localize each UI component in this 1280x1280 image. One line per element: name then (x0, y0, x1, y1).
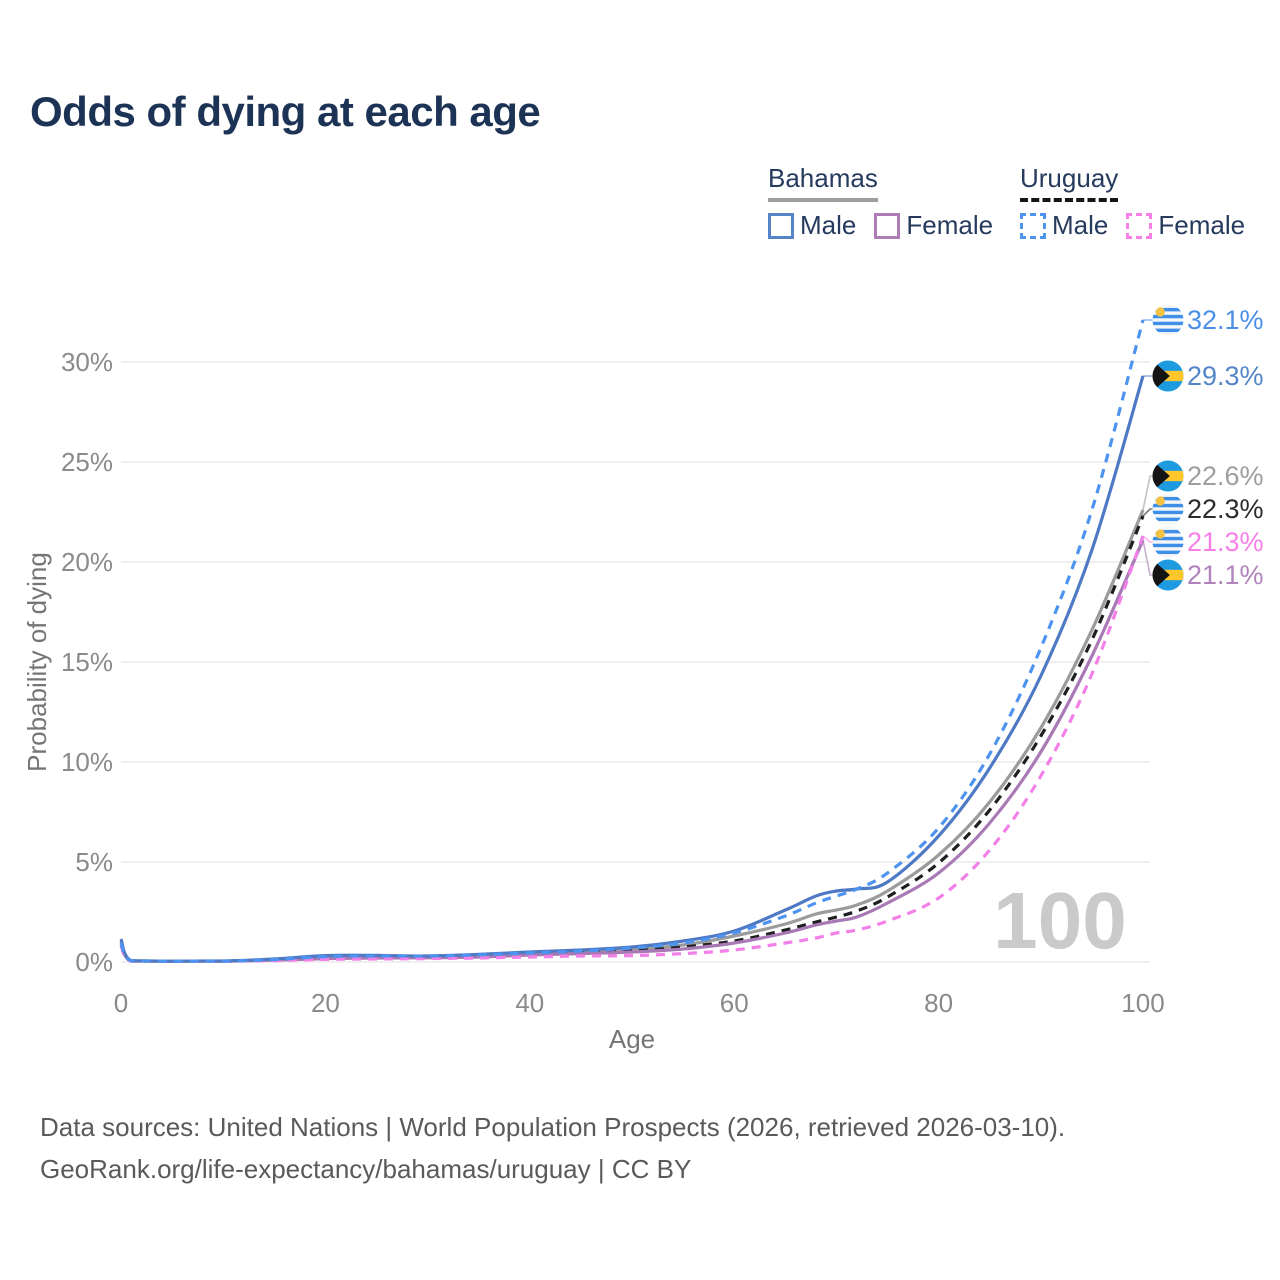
x-axis-tick-label: 40 (515, 988, 544, 1018)
end-label-connector (1142, 508, 1154, 517)
y-axis-tick-label: 20% (61, 547, 113, 577)
end-label-connector (1142, 539, 1154, 576)
legend-toggle-uruguay-male[interactable]: Male (1020, 210, 1108, 241)
legend-toggle-bahamas-male[interactable]: Male (768, 210, 856, 241)
legend-swatch-icon (768, 212, 794, 239)
end-label-uruguay-total: 22.3% (1187, 494, 1264, 524)
series-line-uruguay-female[interactable] (119, 535, 1145, 964)
legend-country-uruguay: Uruguay (1020, 163, 1119, 202)
end-label-connector (1142, 535, 1154, 543)
end-label-bahamas-female: 21.1% (1187, 560, 1264, 590)
bahamas-flag-icon (1152, 559, 1184, 591)
y-axis-tick-label: 25% (61, 447, 113, 477)
end-label-bahamas-total: 22.6% (1187, 461, 1264, 491)
age-watermark: 100 (993, 876, 1126, 965)
y-axis-tick-label: 10% (61, 747, 113, 777)
series-line-bahamas-male[interactable] (119, 375, 1145, 963)
uruguay-flag-icon (1152, 304, 1184, 336)
y-axis-tick-label: 0% (75, 947, 113, 977)
footer-attribution-line: GeoRank.org/life-expectancy/bahamas/urug… (40, 1154, 692, 1184)
x-axis-tick-label: 80 (924, 988, 953, 1018)
uruguay-flag-icon (1152, 493, 1184, 525)
y-axis-tick-label: 5% (75, 847, 113, 877)
x-axis-tick-label: 20 (311, 988, 340, 1018)
y-axis-title: Probability of dying (22, 552, 52, 772)
legend-toggle-uruguay-female[interactable]: Female (1126, 210, 1245, 241)
bahamas-flag-icon (1152, 460, 1184, 492)
footer-source-line: Data sources: United Nations | World Pop… (40, 1112, 1066, 1142)
legend-group-bahamas: Bahamas Male Female (768, 163, 993, 241)
series-line-bahamas-female[interactable] (119, 539, 1145, 963)
series-line-bahamas-total[interactable] (119, 509, 1145, 963)
x-axis-tick-label: 0 (114, 988, 128, 1018)
end-label-bahamas-male: 29.3% (1187, 361, 1264, 391)
end-label-connector (1142, 475, 1154, 511)
legend-item-label: Female (1158, 210, 1246, 240)
legend-toggle-bahamas-female[interactable]: Female (874, 210, 993, 241)
bahamas-flag-icon (1152, 360, 1184, 392)
x-axis-tick-label: 60 (720, 988, 749, 1018)
legend-item-label: Male (1052, 210, 1109, 240)
legend-country-bahamas: Bahamas (768, 163, 878, 202)
legend-item-label: Female (906, 210, 994, 240)
end-label-uruguay-female: 21.3% (1187, 527, 1264, 557)
end-label-uruguay-male: 32.1% (1187, 305, 1264, 335)
legend-swatch-icon (1126, 212, 1153, 239)
y-axis-tick-label: 30% (61, 347, 113, 377)
page-title: Odds of dying at each age (30, 88, 541, 135)
legend-swatch-icon (1020, 212, 1046, 239)
series-line-uruguay-male[interactable] (119, 319, 1145, 963)
uruguay-flag-icon (1152, 526, 1184, 558)
legend-swatch-icon (874, 212, 901, 239)
series-line-uruguay-total[interactable] (119, 515, 1145, 963)
x-axis-title: Age (609, 1024, 655, 1054)
footer: Data sources: United Nations | World Pop… (40, 1106, 1065, 1190)
y-axis-tick-label: 15% (61, 647, 113, 677)
legend-group-uruguay: Uruguay Male Female (1020, 163, 1245, 241)
x-axis-tick-label: 100 (1121, 988, 1164, 1018)
legend-item-label: Male (800, 210, 857, 240)
